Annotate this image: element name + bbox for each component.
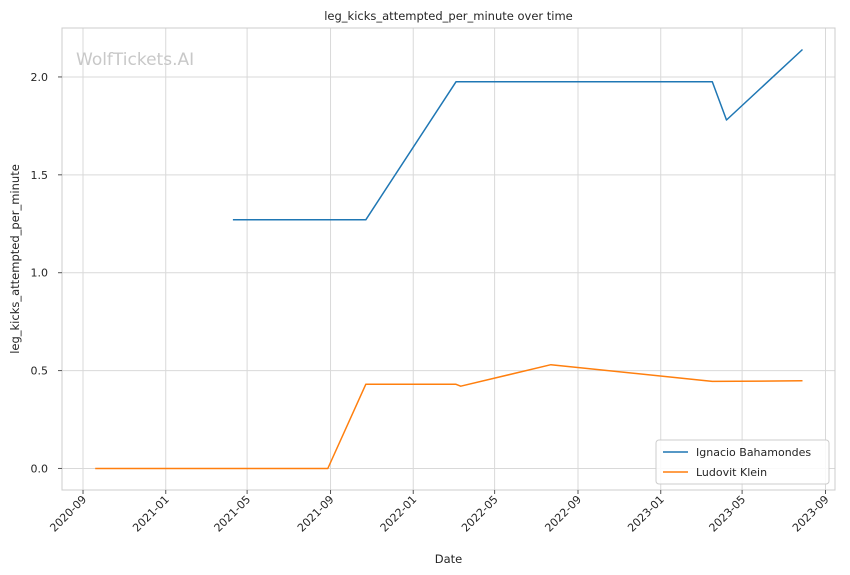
x-axis-ticks: 2020-09 2021-01 2021-05 2021-09 2022-01 2022-… [47, 490, 832, 535]
x-tick-label: 2022-05 [459, 493, 501, 535]
series-line-1 [95, 363, 803, 470]
y-tick-label: 1.5 [31, 169, 49, 182]
x-tick-label: 2022-01 [378, 493, 420, 535]
x-tick-label: 2021-01 [130, 493, 172, 535]
x-axis-title: Date [435, 552, 463, 566]
x-tick-label: 2021-09 [295, 493, 337, 535]
plot-frame [61, 27, 836, 491]
series-line-0 [232, 48, 804, 221]
chart-title: leg_kicks_attempted_per_minute over time [324, 9, 573, 23]
x-tick-label: 2023-01 [625, 493, 667, 535]
y-axis-ticks: 0.0 0.5 1.0 1.5 2.0 [31, 71, 62, 475]
y-tick-label: 1.0 [31, 267, 49, 280]
legend: Ignacio Bahamondes Ludovit Klein [655, 439, 830, 485]
x-tick-label: 2023-05 [707, 493, 749, 535]
x-tick-label: 2021-05 [212, 493, 254, 535]
x-tick-label: 2020-09 [47, 493, 89, 535]
x-tick-label: 2023-09 [790, 493, 832, 535]
legend-label: Ignacio Bahamondes [696, 446, 811, 459]
legend-box [655, 439, 830, 485]
x-tick-label: 2022-09 [542, 493, 584, 535]
y-tick-label: 0.5 [31, 365, 49, 378]
series-lines [95, 48, 804, 470]
y-tick-label: 0.0 [31, 462, 49, 475]
legend-label: Ludovit Klein [696, 466, 767, 479]
grid [62, 28, 835, 490]
y-axis-title: leg_kicks_attempted_per_minute [8, 164, 22, 354]
watermark-text: WolfTickets.AI [76, 50, 194, 70]
y-tick-label: 2.0 [31, 71, 49, 84]
